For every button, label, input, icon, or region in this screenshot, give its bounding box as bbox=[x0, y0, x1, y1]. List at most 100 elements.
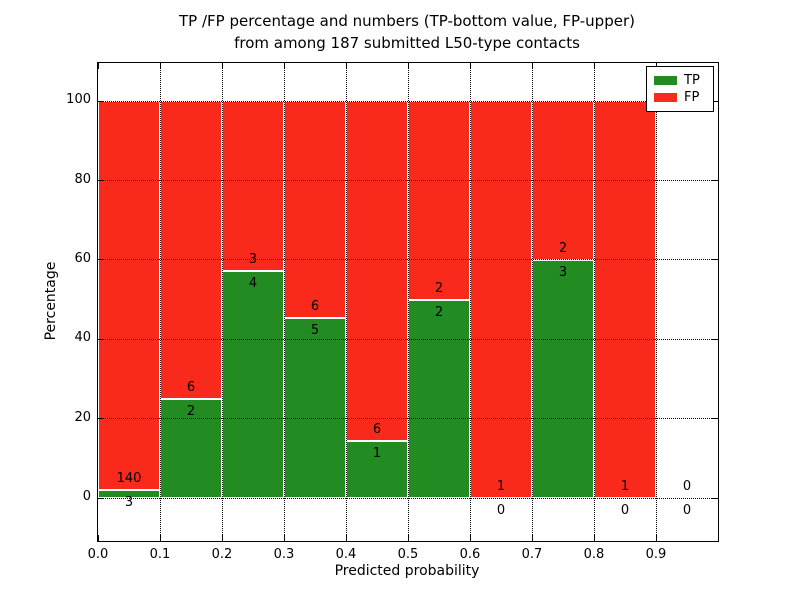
bar-fp-segment bbox=[346, 101, 408, 442]
x-tick-label: 0.4 bbox=[335, 547, 357, 562]
bar-tp-segment bbox=[222, 271, 284, 499]
x-tick-label: 0.9 bbox=[645, 547, 667, 562]
x-axis-label: Predicted probability bbox=[334, 563, 480, 579]
tp-count-label: 5 bbox=[310, 322, 320, 338]
bar-fp-segment bbox=[222, 101, 284, 272]
x-tick-label: 0.2 bbox=[211, 547, 233, 562]
tp-count-label: 3 bbox=[558, 264, 568, 280]
x-tick bbox=[221, 63, 223, 69]
y-tick bbox=[98, 100, 104, 102]
plot-area: TP FP 140 3 6 2 3 4 6 5 6 1 2 2 1 0 2 3 1 0 0 0 0.0 0.1 0.2 0.3… bbox=[66, 62, 719, 562]
tp-count-label: 0 bbox=[620, 503, 630, 519]
x-tick bbox=[221, 535, 223, 541]
chart-title: TP /FP percentage and numbers (TP-bottom… bbox=[97, 10, 717, 54]
y-tick bbox=[712, 497, 718, 499]
y-tick bbox=[712, 180, 718, 181]
y-tick bbox=[712, 418, 718, 420]
x-tick bbox=[531, 535, 533, 541]
y-tick-label: 60 bbox=[74, 250, 91, 266]
y-tick-label: 80 bbox=[74, 171, 91, 187]
fp-count-label: 2 bbox=[558, 240, 568, 256]
bar-tp-segment bbox=[284, 317, 346, 499]
x-tick bbox=[469, 535, 471, 541]
fp-legend-label: FP bbox=[684, 90, 700, 106]
x-tick bbox=[407, 535, 409, 541]
x-tick-label: 0.0 bbox=[87, 547, 109, 562]
x-tick bbox=[531, 63, 533, 69]
bar-fp-segment bbox=[98, 101, 160, 490]
y-gridline bbox=[98, 418, 718, 420]
y-gridline bbox=[98, 180, 718, 181]
fp-count-label: 6 bbox=[372, 422, 382, 438]
y-tick bbox=[712, 338, 718, 340]
tp-count-label: 3 bbox=[124, 494, 134, 510]
fp-count-label: 6 bbox=[186, 379, 196, 395]
x-tick-label: 0.1 bbox=[149, 547, 171, 562]
x-tick bbox=[345, 63, 347, 69]
y-gridline bbox=[98, 338, 718, 340]
fp-legend-swatch-icon bbox=[654, 93, 677, 103]
y-tick bbox=[98, 418, 104, 420]
tp-legend-label: TP bbox=[684, 72, 700, 88]
y-tick-label: 40 bbox=[74, 330, 91, 346]
legend: TP FP bbox=[646, 66, 714, 112]
x-tick bbox=[159, 535, 161, 541]
y-tick-label: 0 bbox=[82, 489, 91, 505]
x-tick bbox=[159, 63, 161, 69]
tp-legend-swatch-icon bbox=[654, 75, 677, 85]
x-tick bbox=[97, 535, 99, 541]
x-tick bbox=[655, 535, 657, 541]
fp-count-label: 3 bbox=[248, 252, 258, 268]
bar-fp-segment bbox=[594, 101, 656, 499]
fp-count-label: 140 bbox=[116, 470, 142, 486]
x-tick bbox=[407, 63, 409, 69]
y-axis-label: Percentage bbox=[43, 261, 59, 341]
x-gridline bbox=[531, 63, 533, 541]
x-gridline bbox=[159, 63, 161, 541]
y-tick bbox=[98, 497, 104, 499]
bar-fp-segment bbox=[284, 101, 346, 318]
y-tick bbox=[712, 259, 718, 261]
chart-title-line-1: TP /FP percentage and numbers (TP-bottom… bbox=[179, 12, 635, 30]
x-tick-label: 0.3 bbox=[273, 547, 295, 562]
x-gridline bbox=[345, 63, 347, 541]
x-tick-label: 0.5 bbox=[397, 547, 419, 562]
x-gridline bbox=[593, 63, 595, 541]
y-tick bbox=[98, 338, 104, 340]
fp-count-label: 6 bbox=[310, 298, 320, 314]
chart-title-line-2: from among 187 submitted L50-type contac… bbox=[234, 34, 580, 52]
x-gridline bbox=[655, 63, 657, 541]
x-tick-label: 0.6 bbox=[459, 547, 481, 562]
tp-count-label: 0 bbox=[682, 503, 692, 519]
tp-count-label: 1 bbox=[372, 446, 382, 462]
tp-count-label: 4 bbox=[248, 276, 258, 292]
y-tick-label: 20 bbox=[74, 409, 91, 425]
y-tick bbox=[98, 180, 104, 181]
fp-count-label: 2 bbox=[434, 280, 444, 296]
y-tick bbox=[712, 100, 718, 102]
y-tick bbox=[98, 259, 104, 261]
x-tick bbox=[283, 63, 285, 69]
x-gridline bbox=[407, 63, 409, 541]
bar-fp-segment bbox=[470, 101, 532, 499]
bar-fp-segment bbox=[160, 101, 222, 399]
x-tick bbox=[283, 535, 285, 541]
y-gridline bbox=[98, 100, 718, 102]
legend-item-fp: FP bbox=[654, 91, 706, 104]
x-tick bbox=[593, 63, 595, 69]
bar-tp-segment bbox=[532, 259, 594, 499]
x-tick bbox=[469, 63, 471, 69]
y-tick-label: 100 bbox=[66, 92, 91, 108]
bar-fp-segment bbox=[408, 101, 470, 300]
fp-count-label: 1 bbox=[620, 479, 630, 495]
tp-count-label: 0 bbox=[496, 503, 506, 519]
x-tick bbox=[97, 63, 99, 69]
y-gridline bbox=[98, 497, 718, 499]
x-tick bbox=[593, 535, 595, 541]
tp-count-label: 2 bbox=[186, 403, 196, 419]
x-gridline bbox=[283, 63, 285, 541]
bar-tp-segment bbox=[408, 299, 470, 499]
y-gridline bbox=[98, 259, 718, 261]
x-gridline bbox=[221, 63, 223, 541]
